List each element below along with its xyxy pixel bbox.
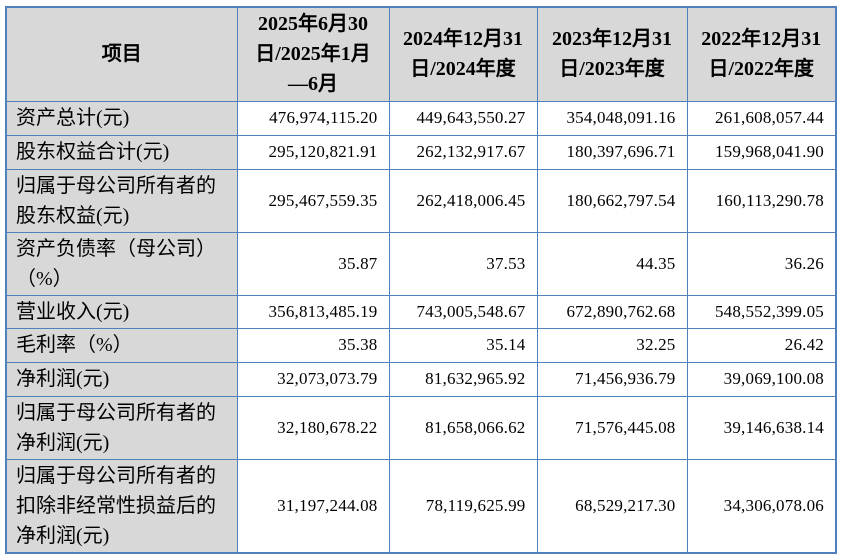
cell-value: 354,048,091.16 <box>536 100 688 136</box>
cell-value: 39,146,638.14 <box>686 395 837 460</box>
cell-value: 548,552,399.05 <box>686 294 837 329</box>
cell-value: 262,132,917.67 <box>388 134 538 170</box>
cell-value: 26.42 <box>686 327 837 363</box>
cell-value: 32.25 <box>536 327 688 363</box>
cell-value: 476,974,115.20 <box>236 100 390 136</box>
table-row-parent-equity: 归属于母公司所有者的 股东权益(元) 295,467,559.35 262,41… <box>5 168 837 233</box>
header-row: 项目 2025年6月30 日/2025年1月 —6月 2024年12月31 日/… <box>5 6 837 102</box>
cell-value: 34,306,078.06 <box>686 458 837 553</box>
table-row-total-assets: 资产总计(元) 476,974,115.20 449,643,550.27 35… <box>5 100 837 136</box>
table-row-parent-net-profit-excl-nonrecurring: 归属于母公司所有者的 扣除非经常性损益后的 净利润(元) 31,197,244.… <box>5 458 837 553</box>
row-label: 归属于母公司所有者的 扣除非经常性损益后的 净利润(元) <box>5 458 238 553</box>
cell-value: 31,197,244.08 <box>236 458 390 553</box>
cell-value: 71,456,936.79 <box>536 361 688 397</box>
cell-value: 262,418,006.45 <box>388 168 538 233</box>
cell-value: 160,113,290.78 <box>686 168 837 233</box>
cell-value: 295,120,821.91 <box>236 134 390 170</box>
row-label: 净利润(元) <box>5 361 238 397</box>
cell-value: 32,180,678.22 <box>236 395 390 460</box>
cell-value: 35.38 <box>236 327 390 363</box>
cell-value: 356,813,485.19 <box>236 294 390 329</box>
row-label: 资产负债率（母公司） （%） <box>5 231 238 296</box>
cell-value: 39,069,100.08 <box>686 361 837 397</box>
cell-value: 743,005,548.67 <box>388 294 538 329</box>
cell-value: 159,968,041.90 <box>686 134 837 170</box>
header-period-2025h1: 2025年6月30 日/2025年1月 —6月 <box>236 6 390 102</box>
cell-value: 180,662,797.54 <box>536 168 688 233</box>
table-row-net-profit: 净利润(元) 32,073,073.79 81,632,965.92 71,45… <box>5 361 837 397</box>
header-item-column: 项目 <box>5 6 238 102</box>
row-label: 归属于母公司所有者的 股东权益(元) <box>5 168 238 233</box>
cell-value: 672,890,762.68 <box>536 294 688 329</box>
cell-value: 44.35 <box>536 231 688 296</box>
row-label: 归属于母公司所有者的 净利润(元) <box>5 395 238 460</box>
cell-value: 36.26 <box>686 231 837 296</box>
row-label: 毛利率（%） <box>5 327 238 363</box>
cell-value: 295,467,559.35 <box>236 168 390 233</box>
financial-summary-table: 项目 2025年6月30 日/2025年1月 —6月 2024年12月31 日/… <box>5 6 837 554</box>
table-row-revenue: 营业收入(元) 356,813,485.19 743,005,548.67 67… <box>5 294 837 329</box>
row-label: 资产总计(元) <box>5 100 238 136</box>
cell-value: 180,397,696.71 <box>536 134 688 170</box>
cell-value: 78,119,625.99 <box>388 458 538 553</box>
table-row-gross-margin: 毛利率（%） 35.38 35.14 32.25 26.42 <box>5 327 837 363</box>
table-row-debt-ratio: 资产负债率（母公司） （%） 35.87 37.53 44.35 36.26 <box>5 231 837 296</box>
table-row-total-equity: 股东权益合计(元) 295,120,821.91 262,132,917.67 … <box>5 134 837 170</box>
row-label: 营业收入(元) <box>5 294 238 329</box>
cell-value: 37.53 <box>388 231 538 296</box>
cell-value: 261,608,057.44 <box>686 100 837 136</box>
cell-value: 449,643,550.27 <box>388 100 538 136</box>
cell-value: 71,576,445.08 <box>536 395 688 460</box>
cell-value: 81,658,066.62 <box>388 395 538 460</box>
cell-value: 35.87 <box>236 231 390 296</box>
cell-value: 32,073,073.79 <box>236 361 390 397</box>
cell-value: 68,529,217.30 <box>536 458 688 553</box>
cell-value: 81,632,965.92 <box>388 361 538 397</box>
table-row-parent-net-profit: 归属于母公司所有者的 净利润(元) 32,180,678.22 81,658,0… <box>5 395 837 460</box>
row-label: 股东权益合计(元) <box>5 134 238 170</box>
header-period-2023: 2023年12月31 日/2023年度 <box>536 6 688 102</box>
header-period-2024: 2024年12月31 日/2024年度 <box>388 6 538 102</box>
header-period-2022: 2022年12月31 日/2022年度 <box>686 6 837 102</box>
cell-value: 35.14 <box>388 327 538 363</box>
